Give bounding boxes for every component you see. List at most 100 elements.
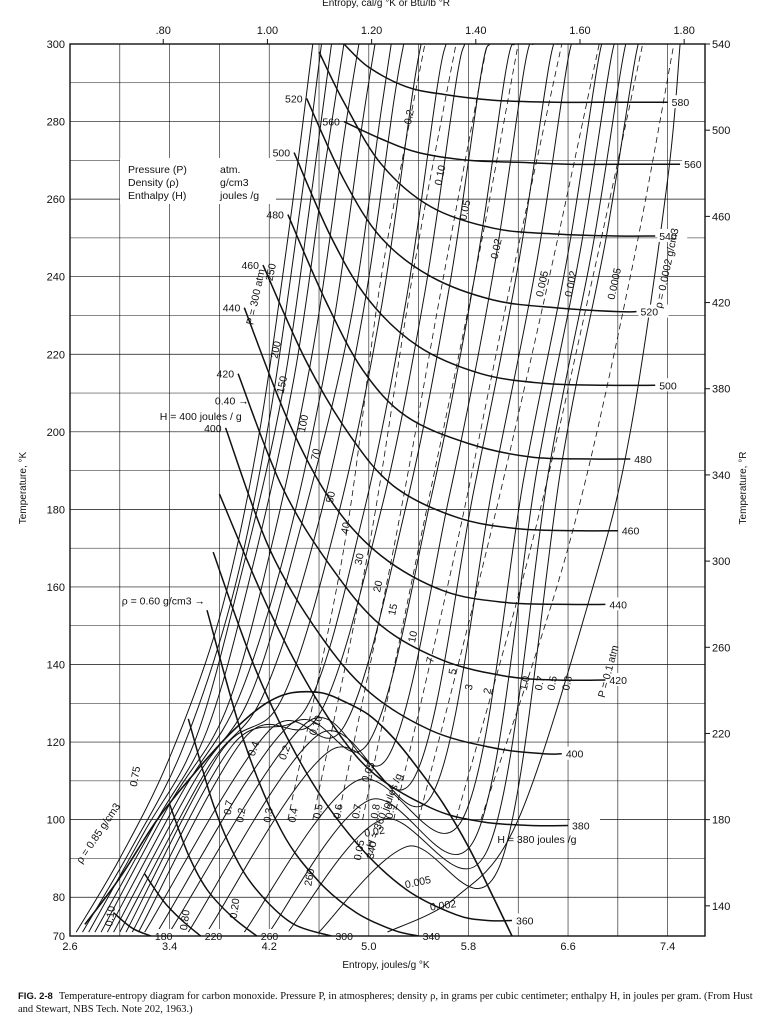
figure-number: FIG. 2-8: [18, 991, 53, 1002]
x2-tick-label: 1.80: [673, 25, 694, 37]
enthalpy-label-left: 400: [204, 423, 222, 435]
enthalpy-label-right: 500: [659, 380, 677, 392]
curve-annotation: 15: [386, 602, 400, 616]
plot-frame: [69, 43, 706, 937]
enthalpy-label-right: 180: [155, 931, 173, 943]
enthalpy-line: [212, 551, 513, 922]
isobar-line: [94, 44, 345, 933]
curve-annotation: 0.3: [560, 675, 575, 692]
enthalpy-label-bg: [607, 673, 638, 687]
isobar-line: [106, 44, 376, 933]
enthalpy-line: [343, 120, 681, 166]
isobar-line: [318, 44, 646, 933]
y-tick-label: 300: [47, 39, 65, 51]
enthalpy-line: [287, 214, 631, 460]
enthalpy-label-bg: [638, 304, 669, 318]
curve-annotation: 0.10: [433, 164, 449, 187]
saturation-dome: [84, 690, 513, 936]
curve-annotation: 0.002: [429, 898, 457, 914]
enthalpy-label-right: 480: [634, 454, 652, 466]
enthalpy-label-left: 440: [223, 303, 241, 315]
enthalpy-label-left: 520: [285, 93, 303, 105]
curve-annotation: 0.0005: [606, 267, 624, 301]
enthalpy-label-right: 340: [423, 931, 441, 943]
legend-row-enthalpy-unit: joules /g: [219, 190, 259, 202]
curve-annotation: 0.3: [262, 807, 276, 824]
y-tick-label: 160: [47, 582, 65, 594]
enthalpy-label-bg: [607, 597, 638, 611]
y2-tick-label: 380: [712, 384, 730, 396]
y-tick-label: 260: [47, 194, 65, 206]
isobar-line: [138, 44, 466, 933]
isochore-line: [312, 44, 457, 820]
isochore-line: [418, 44, 600, 820]
axis-ticks: 2.6 3.4 4.2 5.0 5.8 6.6 7.4 70 80 100 120 140 160 180…: [47, 25, 731, 953]
isochore-line: [362, 44, 519, 820]
enthalpy-label-right: 520: [641, 307, 659, 319]
curve-annotation: 0.6: [331, 803, 345, 820]
curve-annotation: 40: [339, 521, 353, 535]
enthalpy-label-right: 260: [261, 931, 279, 943]
curve-annotation: 7: [424, 656, 437, 664]
x-axis-title: Entropy, joules/g °K: [342, 960, 430, 971]
enthalpy-label-right: 540: [659, 231, 677, 243]
curve-annotation: 0.005: [404, 874, 432, 891]
curve-annotation: 0.4: [286, 807, 300, 824]
y2-axis-title: Temperature, °R: [738, 452, 749, 525]
enthalpy-line: [168, 803, 258, 936]
curve-annotation: 250: [264, 262, 279, 282]
y-tick-label: 240: [47, 272, 65, 284]
legend-row-enthalpy-quantity: Enthalpy (H): [128, 190, 186, 202]
enthalpy-label-right: 380: [572, 820, 590, 832]
isobar-line: [387, 44, 681, 933]
curve-annotation: 0.2: [402, 109, 417, 126]
y2-tick-label: 300: [712, 556, 730, 568]
y-tick-label: 180: [47, 504, 65, 516]
legend-row-pressure-quantity: Pressure (P): [128, 164, 187, 176]
curve-annotation: 100: [296, 414, 311, 434]
enthalpy-label-right: 460: [622, 526, 640, 538]
y-tick-label: 200: [47, 427, 65, 439]
curve-annotation: 5: [447, 667, 460, 675]
curve-annotation: 0.80: [178, 909, 193, 931]
y-tick-label: 120: [47, 737, 65, 749]
y-tick-label: 280: [47, 117, 65, 129]
curve-annotation: 0.9: [384, 803, 398, 820]
curve-annotation: 0.002: [563, 270, 580, 298]
enthalpy-line: [218, 493, 569, 827]
curve-annotation: 0.7: [222, 799, 236, 816]
saturation-dome-curve: [84, 690, 513, 936]
curve-annotation: 0.40 →: [215, 396, 249, 408]
x2-tick-label: 1.20: [361, 25, 382, 37]
curve-annotation: ρ = 0.60 g/cm3 →: [122, 595, 205, 607]
isobar-line: [268, 44, 621, 933]
legend-row-density-unit: g/cm3: [220, 177, 249, 189]
x-tick-label: 4.2: [262, 941, 277, 953]
x-tick-label: 2.6: [62, 941, 77, 953]
enthalpy-label-left: 500: [273, 148, 291, 160]
enthalpy-label-bg: [669, 95, 700, 109]
enthalpy-label-bg: [657, 228, 688, 242]
enthalpy-label-left: 480: [266, 210, 284, 222]
enthalpy-lines: 5805605605405205205005004804804604604404…: [113, 44, 713, 943]
enthalpy-label-right: 560: [684, 159, 702, 171]
x2-tick-label: 1.00: [257, 25, 278, 37]
enthalpy-line: [262, 264, 618, 532]
curve-annotation: 0.5: [311, 803, 325, 820]
isobar-line: [125, 44, 422, 933]
isobar-line: [206, 44, 578, 933]
isobar-line: [82, 44, 322, 933]
curve-annotation: 3: [463, 683, 476, 691]
y2-tick-label: 140: [712, 901, 730, 913]
isobar-line: [187, 44, 559, 933]
curve-annotation: 50: [324, 490, 338, 504]
enthalpy-label-left: 560: [322, 117, 340, 129]
y2-tick-label: 540: [712, 39, 730, 51]
curve-annotation: 150: [275, 375, 290, 395]
curve-annotation: 0.20: [228, 897, 243, 919]
curve-annotation: 2: [481, 687, 494, 695]
enthalpy-label-right: 360: [516, 915, 534, 927]
enthalpy-label-left: 460: [241, 260, 259, 272]
enthalpy-line: [224, 427, 562, 755]
